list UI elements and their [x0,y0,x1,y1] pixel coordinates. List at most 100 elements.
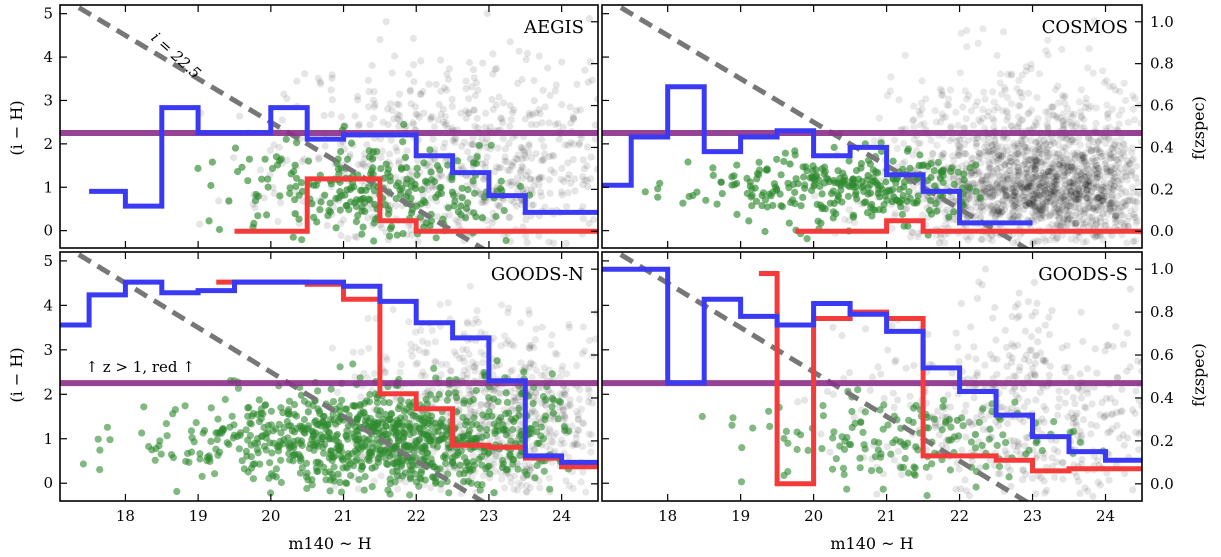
scatter-point [1085,223,1093,231]
scatter-point [917,121,925,129]
scatter-point [462,107,470,115]
scatter-point [1075,190,1083,199]
scatter-point [316,410,324,418]
scatter-point [280,90,288,98]
scatter-point [427,484,435,492]
scatter-point [472,79,480,87]
scatter-point [1083,178,1091,186]
scatter-point [1037,192,1045,200]
scatter-point [954,150,963,158]
scatter-point [238,163,246,171]
scatter-point [1129,92,1137,100]
scatter-point [1109,144,1117,153]
scatter-point [310,213,318,221]
scatter-point [523,488,531,496]
scatter-point [989,187,997,195]
scatter-point [991,136,999,144]
scatter-point [1132,387,1140,395]
scatter-point [324,212,332,220]
scatter-point [950,208,958,216]
scatter-point [463,318,471,326]
scatter-point [583,162,591,170]
scatter-point [365,344,373,352]
scatter-point [1083,186,1091,194]
scatter-point [1024,144,1032,152]
scatter-point [1070,110,1078,118]
scatter-point [1066,182,1074,190]
scatter-point [260,194,268,202]
scatter-point [1058,344,1066,352]
scatter-point [1134,189,1142,197]
scatter-point [508,431,516,439]
scatter-point [1032,146,1040,154]
scatter-point [1100,79,1108,87]
scatter-point [502,339,510,347]
scatter-point [1109,207,1117,215]
scatter-point [588,352,597,360]
scatter-point [506,452,514,460]
scatter-point [517,319,525,327]
scatter-point [1059,159,1067,167]
scatter-point [404,188,413,197]
scatter-point [328,456,336,464]
scatter-point [938,87,946,95]
background-galaxies [787,17,1142,247]
scatter-point [982,179,990,187]
scatter-point [1020,183,1029,191]
scatter-point [1102,183,1110,191]
scatter-point [829,208,838,216]
scatter-point [931,423,939,431]
scatter-point [1042,140,1050,148]
scatter-point [1078,191,1086,199]
scatter-point [532,109,540,117]
scatter-point [1054,448,1062,456]
scatter-point [962,401,970,409]
scatter-point [1063,104,1071,112]
scatter-point [468,83,476,91]
scatter-point [1102,205,1110,213]
scatter-point [1054,222,1062,230]
scatter-point [575,139,584,147]
scatter-point [389,305,397,313]
scatter-point [986,163,994,171]
scatter-point [532,121,540,129]
scatter-point [260,423,268,432]
scatter-point [1133,162,1141,170]
scatter-point [469,177,477,185]
scatter-point [533,439,541,447]
scatter-point [1030,163,1038,171]
scatter-point [1041,237,1049,245]
scatter-point [1105,201,1114,209]
scatter-point [984,171,992,179]
scatter-point [901,51,909,59]
scatter-point [1058,45,1066,54]
scatter-point [891,136,899,144]
scatter-point [972,142,981,151]
scatter-point [1087,188,1095,196]
scatter-point [460,366,468,375]
scatter-point [423,449,431,457]
scatter-point [1063,342,1071,350]
scatter-point [1114,159,1123,167]
scatter-point [999,107,1007,115]
scatter-point [1094,206,1102,214]
scatter-point [566,103,574,111]
scatter-point [1039,356,1047,364]
scatter-point [386,232,394,240]
scatter-point [263,211,271,219]
scatter-point [1105,148,1113,157]
scatter-point [1051,180,1059,188]
scatter-point [291,210,299,218]
scatter-point [285,422,293,430]
scatter-point [1001,161,1009,169]
scatter-point [578,442,587,451]
scatter-point [428,183,437,191]
scatter-point [527,175,535,183]
scatter-point [277,429,285,437]
scatter-point [1014,171,1022,179]
scatter-point [962,150,970,158]
scatter-point [1043,486,1051,494]
scatter-point [909,151,917,159]
scatter-point [1020,175,1028,183]
scatter-point [249,410,257,418]
